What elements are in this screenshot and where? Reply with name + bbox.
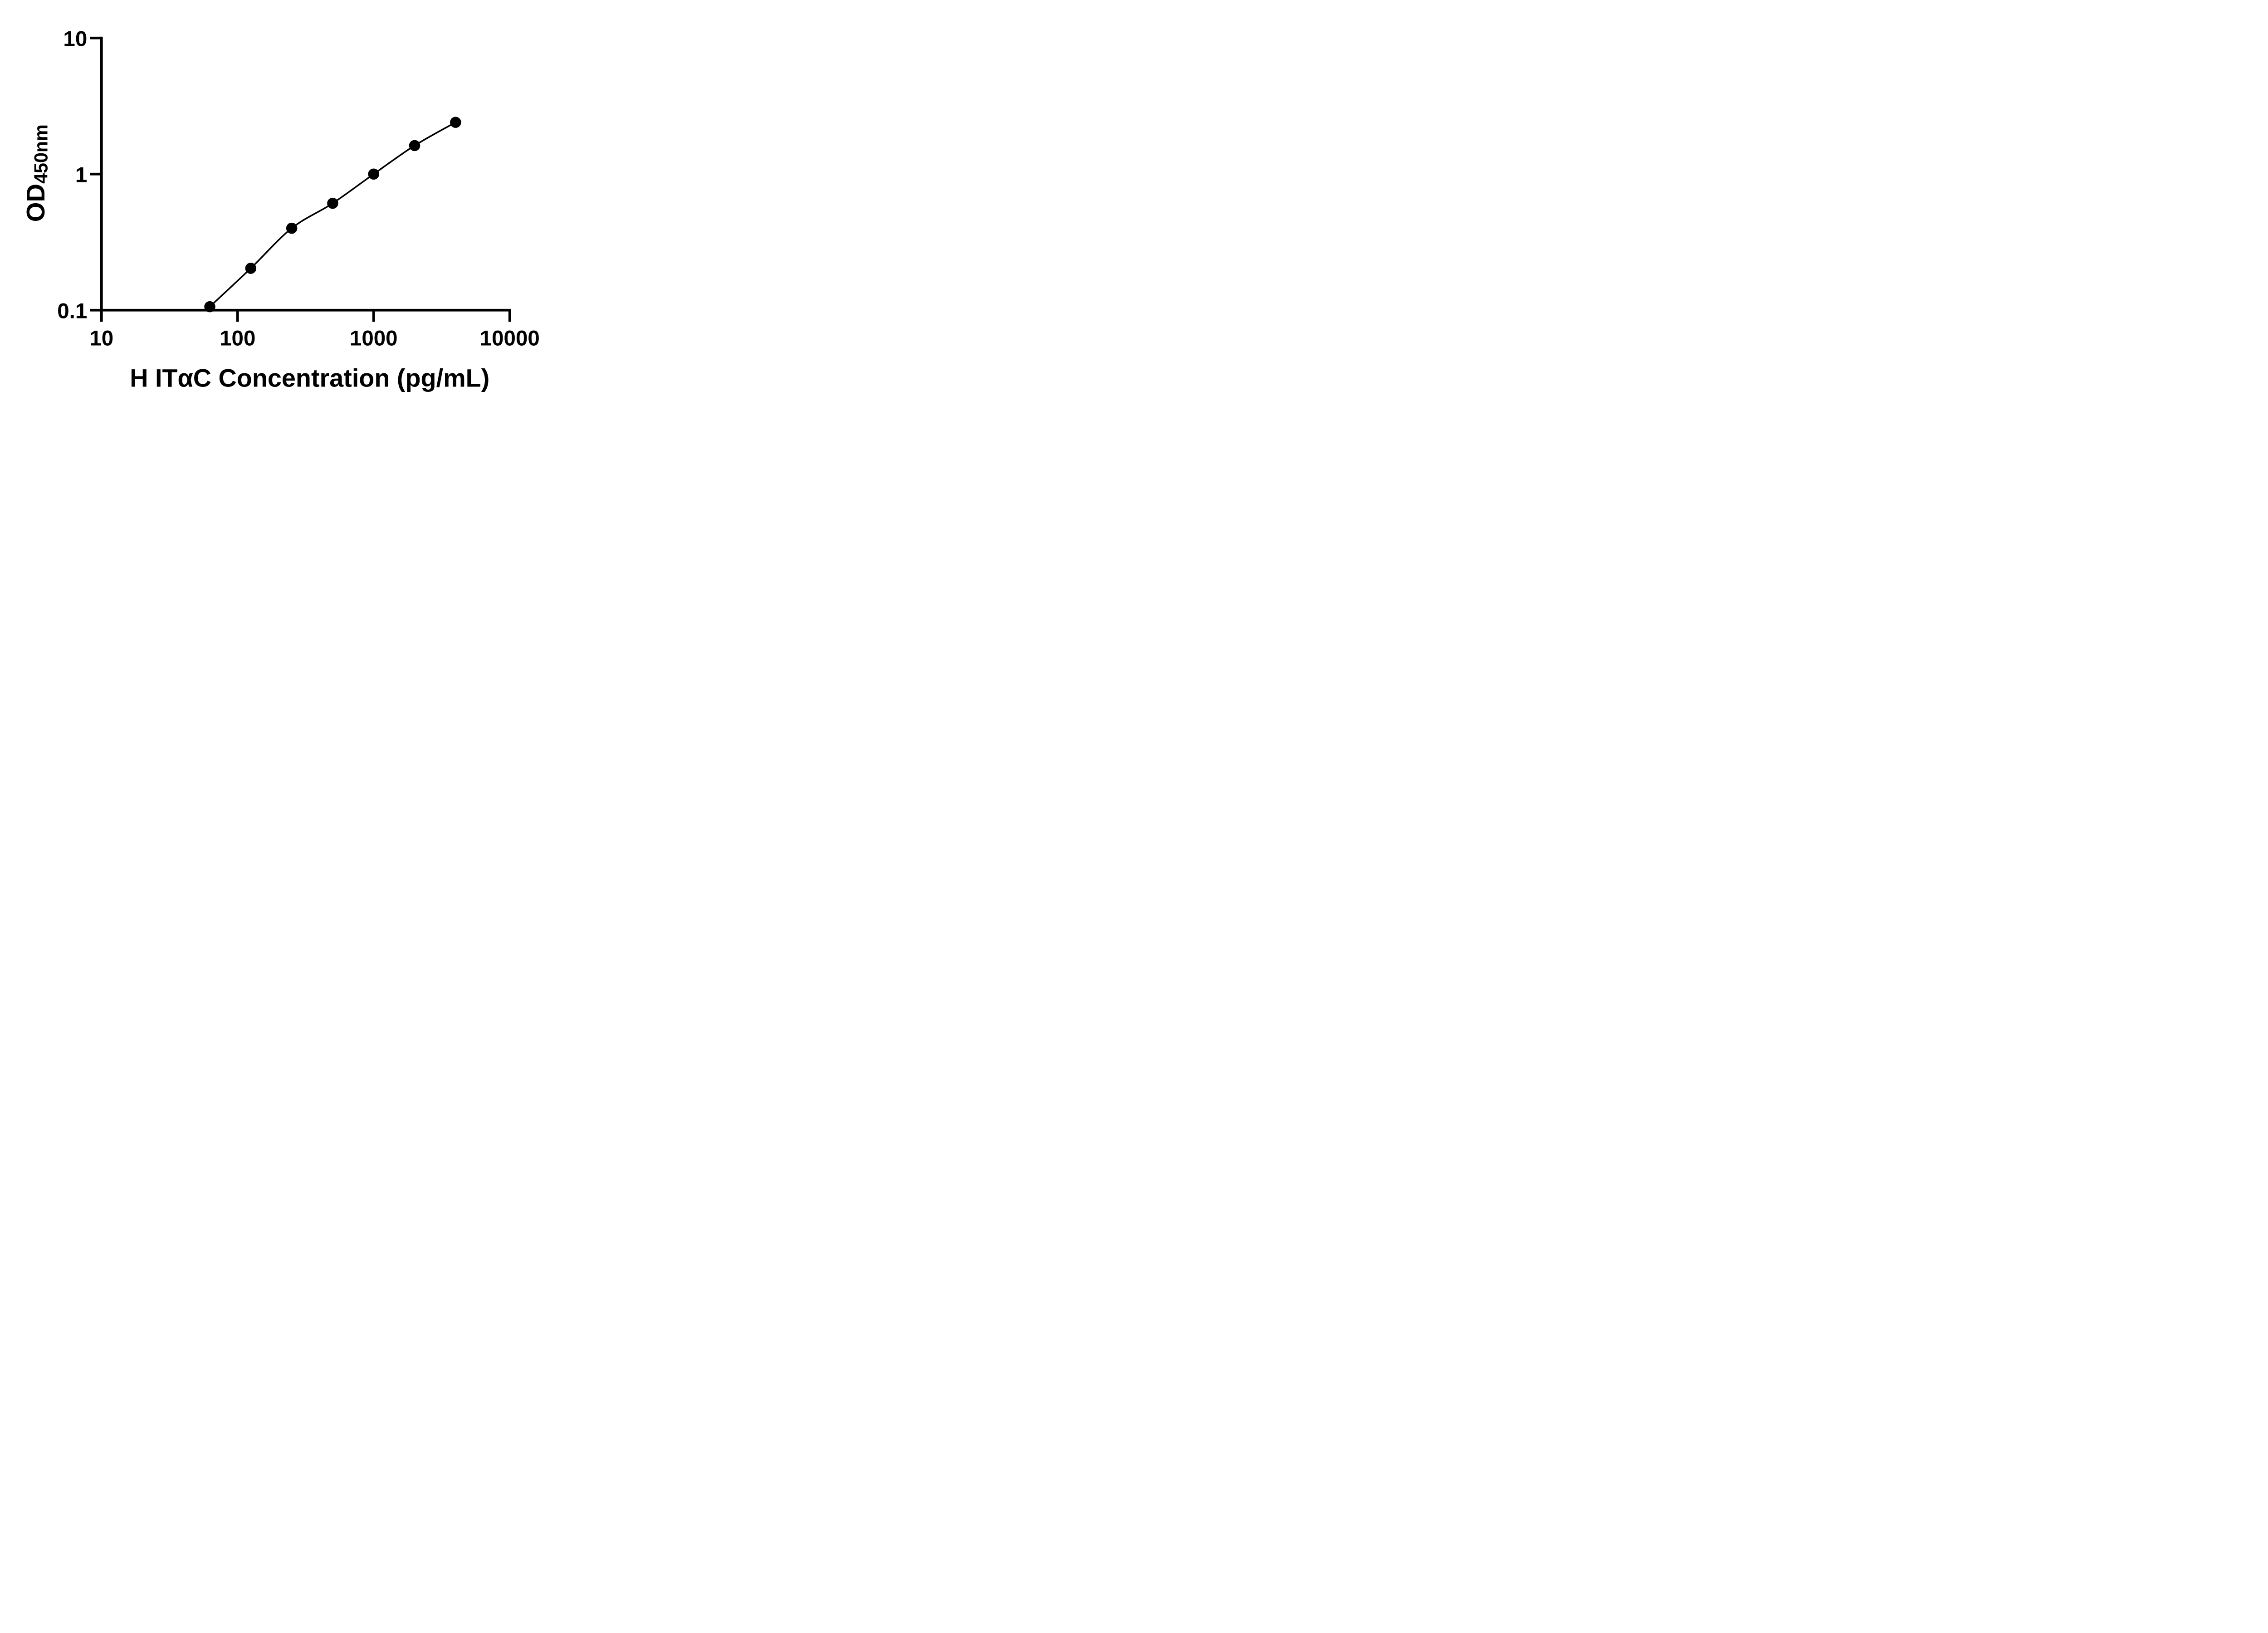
x-tick-label: 1000 [350,326,398,350]
data-point [368,168,379,180]
x-axis-tick-labels: 10 100 1000 10000 [89,326,539,350]
data-points-group [204,117,461,313]
x-axis-title: H ITαC Concentration (pg/mL) [130,364,489,392]
y-axis-title: OD450nm [21,124,51,222]
chart-background [0,0,572,408]
x-tick-label: 10000 [480,326,540,350]
standard-curve-figure: 10 1 0.1 10 100 1000 10000 OD450nm H ITαC Con… [0,0,572,408]
data-point [409,140,420,152]
data-point [327,197,338,209]
chart-canvas: 10 1 0.1 10 100 1000 10000 OD450nm H ITαC Con… [0,0,572,408]
data-point [450,117,461,128]
x-axis-ticks [100,310,511,322]
x-tick-label: 10 [89,326,113,350]
data-point [204,301,215,313]
x-tick-label: 100 [220,326,255,350]
y-axis-tick-labels: 10 1 0.1 [57,27,87,323]
y-axis-title-main: OD [21,184,50,222]
y-tick-label: 10 [63,27,87,51]
y-axis-title-subscript: 450nm [30,124,51,184]
data-point [286,222,298,234]
y-axis-ticks [90,36,102,312]
data-point [245,263,257,274]
y-tick-label: 1 [75,163,87,187]
y-tick-label: 0.1 [57,299,87,323]
